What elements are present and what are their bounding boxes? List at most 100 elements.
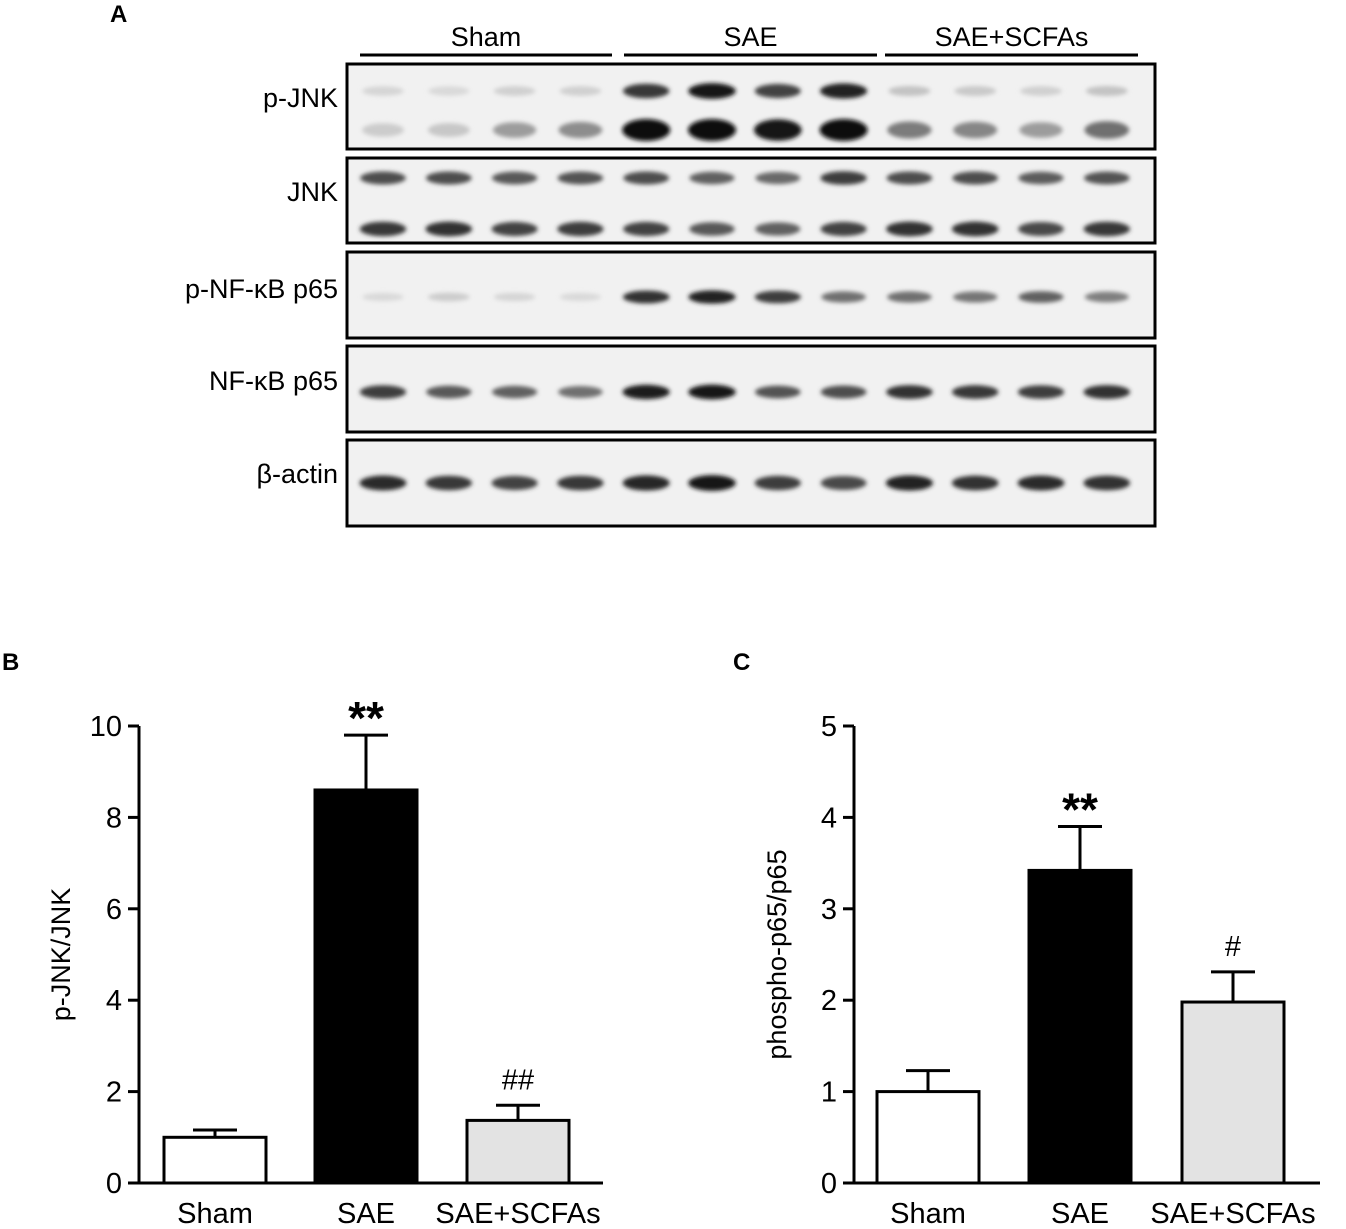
blot-band	[953, 121, 998, 139]
blot-band	[1083, 171, 1130, 185]
y-tick-label: 10	[90, 711, 122, 743]
blot-row-label: NF-κB p65	[209, 366, 338, 396]
blot-band	[622, 475, 670, 491]
blot-band	[820, 171, 867, 185]
blot-group-headers: Sham SAE SAE+SCFAs	[360, 22, 1138, 57]
chart-b-plot: 0 2 4 6 8 10 p-JNK/JNK Sham SAE ** SAE+SCFAs ##	[46, 692, 603, 1229]
blot-group-label: SAE	[723, 22, 777, 52]
blot-band	[952, 171, 999, 185]
blot-frame	[345, 156, 1157, 245]
bar	[313, 788, 419, 1185]
blot-band	[425, 475, 473, 491]
blot-band	[557, 475, 604, 491]
blot-band	[492, 122, 537, 138]
significance-label: **	[348, 692, 384, 744]
bar	[1027, 868, 1133, 1185]
blot-band	[1018, 222, 1064, 236]
blot-band	[886, 221, 933, 237]
blot-band	[1017, 475, 1065, 491]
blot-band	[688, 83, 736, 99]
blot-band	[622, 384, 670, 400]
blot-band	[428, 86, 470, 96]
blot-band	[426, 385, 472, 399]
blot-band	[427, 123, 470, 137]
blot-band	[951, 385, 999, 399]
panel-label-b: B	[2, 649, 19, 676]
y-tick-label: 0	[106, 1168, 122, 1200]
blot-band	[359, 475, 407, 491]
blot-row-label: β-actin	[256, 459, 338, 489]
blot-band	[1017, 385, 1065, 399]
blot-row: β-actin	[256, 438, 1157, 528]
blot-band	[885, 475, 934, 491]
chart-c-plot: 0 1 2 3 4 5 phospho-p65/p65 Sham SAE ** SAE+SCFAs #	[762, 711, 1320, 1229]
blot-band	[688, 384, 736, 400]
blot-band	[754, 83, 801, 99]
y-tick-label: 5	[821, 711, 837, 743]
bar	[875, 1090, 981, 1185]
blot-band	[689, 222, 735, 236]
blot-band	[951, 221, 999, 237]
blot-band	[819, 83, 868, 99]
blot-band	[820, 221, 867, 237]
blot-band	[753, 119, 802, 141]
blot-band	[952, 291, 998, 303]
blot-band	[886, 385, 933, 399]
blot-row: JNK	[287, 156, 1157, 245]
blot-band	[951, 475, 999, 491]
blot-band	[623, 221, 670, 237]
bar	[465, 1118, 571, 1185]
y-tick-label: 0	[821, 1168, 837, 1200]
blot-band	[425, 171, 472, 185]
panel-b-chart: B 0 2 4 6 8 10 p-JNK/JNK Sham SAE ** SAE+SCFAs ##	[2, 649, 603, 1229]
blot-band	[559, 292, 602, 302]
panel-label-c: C	[733, 649, 750, 676]
blot-band	[819, 119, 868, 141]
blot-frame	[345, 62, 1157, 151]
blot-band	[1083, 475, 1131, 491]
blot-band	[557, 171, 604, 185]
x-tick-label: SAE+SCFAs	[1150, 1198, 1315, 1229]
x-tick-label: Sham	[890, 1198, 966, 1229]
significance-label: #	[1225, 931, 1241, 963]
blot-band	[493, 292, 536, 302]
blot-row-label: JNK	[287, 177, 338, 207]
blot-band	[491, 221, 538, 237]
blot-band	[688, 475, 736, 491]
y-axis-label: p-JNK/JNK	[46, 888, 76, 1022]
blot-row: p-NF-κB p65	[185, 250, 1157, 340]
blot-frame	[345, 438, 1157, 528]
blot-band	[1020, 86, 1062, 96]
blot-band	[1083, 221, 1131, 237]
blot-band	[491, 171, 538, 185]
y-axis-label: phospho-p65/p65	[762, 849, 792, 1059]
blot-band	[359, 385, 407, 399]
blot-band	[362, 86, 404, 96]
blot-row: p-JNK	[263, 62, 1157, 151]
y-tick-label: 8	[106, 802, 122, 834]
significance-label: **	[1062, 784, 1098, 836]
significance-label: ##	[502, 1064, 534, 1096]
blot-band	[754, 385, 801, 399]
blot-band	[362, 123, 404, 137]
blot-band	[754, 475, 802, 491]
blot-row-label: p-JNK	[263, 83, 338, 113]
x-tick-label: SAE+SCFAs	[435, 1198, 600, 1229]
blot-band	[558, 121, 603, 139]
y-tick-label: 4	[106, 985, 122, 1017]
blot-band	[821, 291, 866, 303]
blot-band	[1084, 121, 1130, 139]
blot-band	[622, 83, 670, 99]
blot-frame	[345, 344, 1157, 434]
blot-group-label: SAE+SCFAs	[935, 22, 1089, 52]
blot-band	[1018, 291, 1064, 303]
blot-band	[622, 119, 671, 141]
blot-band	[623, 171, 670, 185]
blot-band	[689, 171, 735, 185]
blot-band	[359, 221, 407, 237]
blot-band	[360, 171, 406, 185]
panel-a-western-blot: A Sham SAE SAE+SCFAs p-JNK JNK p-NF-κB p65 NF…	[110, 1, 1157, 528]
blot-band	[820, 385, 867, 399]
y-tick-label: 6	[106, 894, 122, 926]
